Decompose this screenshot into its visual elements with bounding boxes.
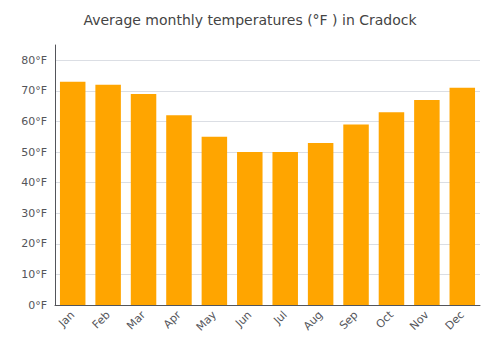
svg-text:Average monthly temperatures (: Average monthly temperatures (°F ) in Cr… — [83, 12, 417, 28]
svg-text:Jan: Jan — [55, 308, 77, 330]
svg-text:Mar: Mar — [124, 308, 148, 332]
svg-text:20°F: 20°F — [21, 237, 47, 250]
svg-text:Jul: Jul — [271, 308, 290, 327]
svg-text:50°F: 50°F — [21, 146, 47, 159]
svg-text:Apr: Apr — [161, 308, 184, 331]
svg-text:60°F: 60°F — [21, 115, 47, 128]
svg-text:40°F: 40°F — [21, 176, 47, 189]
svg-text:Feb: Feb — [90, 308, 113, 331]
svg-text:30°F: 30°F — [21, 207, 47, 220]
svg-text:10°F: 10°F — [21, 268, 47, 281]
svg-text:70°F: 70°F — [21, 84, 47, 97]
svg-text:0°F: 0°F — [28, 299, 47, 312]
svg-text:Sep: Sep — [337, 308, 361, 332]
svg-text:May: May — [194, 308, 220, 334]
svg-text:Oct: Oct — [373, 308, 396, 331]
svg-text:Aug: Aug — [301, 308, 325, 332]
svg-text:Jun: Jun — [232, 308, 254, 330]
svg-text:Dec: Dec — [443, 308, 467, 332]
svg-text:Nov: Nov — [407, 308, 432, 333]
svg-text:80°F: 80°F — [21, 54, 47, 67]
